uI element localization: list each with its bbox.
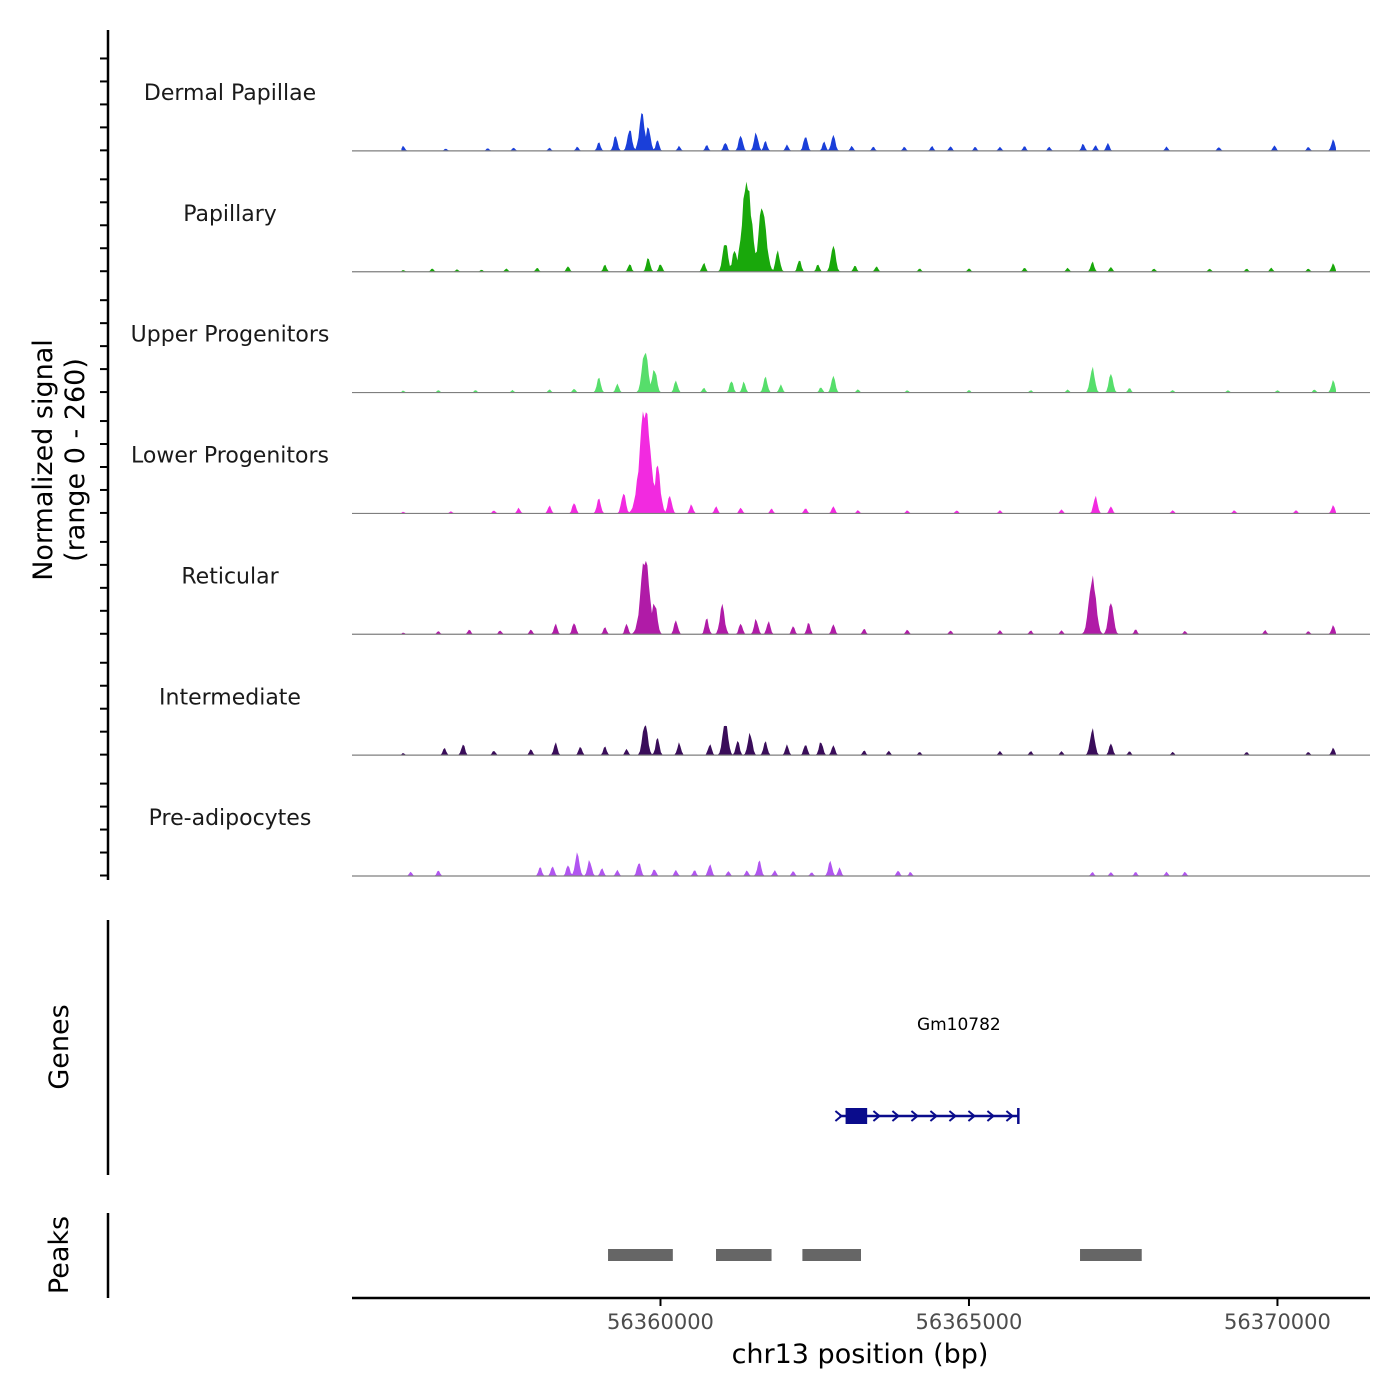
x-tick-label: 56360000 xyxy=(607,1310,714,1334)
peak-region xyxy=(802,1249,861,1261)
strand-arrow-icon xyxy=(948,1110,957,1122)
track-label: Pre-adipocytes xyxy=(149,806,312,831)
strand-arrow-icon xyxy=(986,1110,995,1122)
strand-arrow-icon xyxy=(910,1110,919,1122)
strand-arrow-icon xyxy=(929,1110,938,1122)
y-axis-title: Normalized signal xyxy=(28,339,59,581)
x-tick-label: 56370000 xyxy=(1224,1310,1331,1334)
track-label: Intermediate xyxy=(159,685,301,710)
strand-arrow-icon xyxy=(1005,1110,1014,1122)
track-lower-progenitors: Lower Progenitors xyxy=(131,411,1370,515)
peak-region xyxy=(608,1249,673,1261)
track-upper-progenitors: Upper Progenitors xyxy=(131,323,1370,394)
gene-exon xyxy=(845,1108,868,1124)
signal-area-pre-adipocytes xyxy=(401,852,1337,876)
track-pre-adipocytes: Pre-adipocytes xyxy=(149,806,1370,877)
peak-region xyxy=(716,1249,772,1261)
genes-track-label: Genes xyxy=(44,1004,75,1089)
signal-tracks: Dermal Papillae Papillary Upper Progenitor… xyxy=(131,81,1370,877)
track-papillary: Papillary xyxy=(183,181,1370,273)
track-intermediate: Intermediate xyxy=(159,685,1370,756)
genes-layer: Gm10782 xyxy=(834,1015,1020,1124)
x-tick-label: 56365000 xyxy=(916,1310,1023,1334)
track-reticular: Reticular xyxy=(181,560,1370,635)
track-label: Upper Progenitors xyxy=(131,323,330,348)
track-label: Lower Progenitors xyxy=(131,444,329,469)
x-axis-title: chr13 position (bp) xyxy=(732,1339,989,1370)
track-dermal-papillae: Dermal Papillae xyxy=(144,81,1370,152)
signal-area-intermediate xyxy=(401,725,1337,756)
track-label: Reticular xyxy=(181,564,279,589)
peaks-layer xyxy=(608,1249,1142,1261)
signal-y-ticks xyxy=(100,57,108,877)
y-axis-range: (range 0 - 260) xyxy=(60,358,91,562)
signal-area-reticular xyxy=(401,560,1337,635)
signal-area-dermal-papillae xyxy=(401,113,1337,151)
peak-region xyxy=(1080,1249,1142,1261)
signal-area-upper-progenitors xyxy=(401,352,1337,393)
peaks-track-label: Peaks xyxy=(44,1216,75,1294)
strand-arrow-icon xyxy=(872,1110,881,1122)
signal-area-lower-progenitors xyxy=(401,411,1337,514)
gene-start-mark xyxy=(834,1110,843,1122)
track-label: Dermal Papillae xyxy=(144,81,316,106)
gene-gm10782: Gm10782 xyxy=(834,1015,1020,1124)
strand-arrow-icon xyxy=(967,1110,976,1122)
signal-area-papillary xyxy=(401,181,1337,272)
x-axis-ticks: 56360000 56365000 56370000 xyxy=(607,1298,1331,1334)
track-label: Papillary xyxy=(183,202,277,227)
gene-label: Gm10782 xyxy=(917,1015,1001,1035)
strand-arrow-icon xyxy=(891,1110,900,1122)
